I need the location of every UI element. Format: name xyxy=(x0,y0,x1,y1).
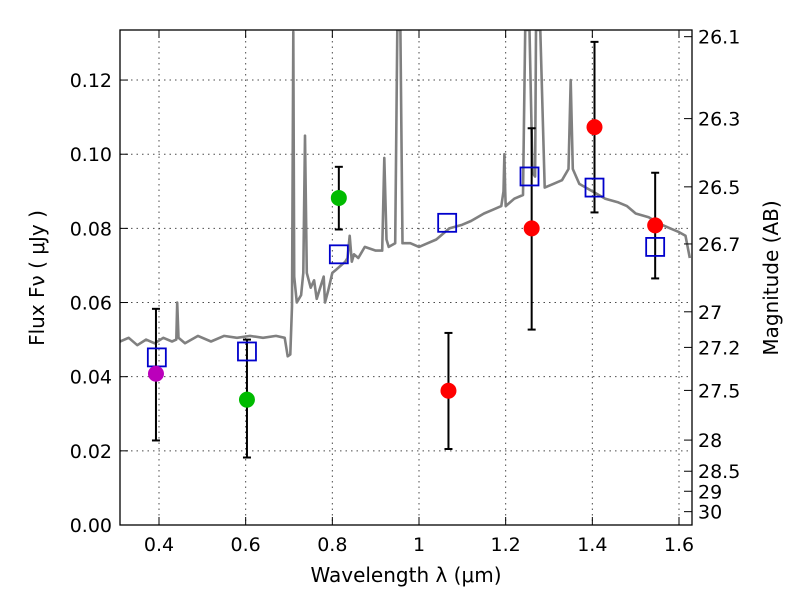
right-tick-label: 29 xyxy=(698,481,722,503)
y-axis-label: Flux Fν ( μJy ) xyxy=(25,210,49,346)
observed-point xyxy=(647,217,664,234)
y-tick-label: 0.06 xyxy=(70,293,112,315)
model-square-marker xyxy=(437,212,458,233)
model-square-marker xyxy=(584,177,605,198)
plot-frame xyxy=(119,29,693,526)
right-tick-label: 26.1 xyxy=(698,27,740,49)
right-tick-label: 27.5 xyxy=(698,380,740,402)
y-tick-label: 0.00 xyxy=(70,515,112,537)
right-tick-label: 28.5 xyxy=(698,461,740,483)
observed-point xyxy=(586,119,603,136)
x-tick-label: 0.8 xyxy=(317,534,347,556)
y-tick-label: 0.10 xyxy=(70,144,112,166)
right-tick-label: 27.2 xyxy=(698,337,740,359)
observed-point xyxy=(440,382,457,399)
y-tick-label: 0.04 xyxy=(70,367,112,389)
observed-points xyxy=(147,119,664,408)
x-axis-label: Wavelength λ (μm) xyxy=(310,563,501,587)
right-tick-label: 26.7 xyxy=(698,234,740,256)
right-tick-label: 30 xyxy=(698,502,722,524)
model-square-marker xyxy=(519,166,540,187)
right-tick-label: 26.5 xyxy=(698,177,740,199)
model-square-marker xyxy=(328,244,349,265)
observed-point xyxy=(330,189,347,206)
model-square-marker xyxy=(237,341,257,362)
x-axis-ticks: 0.4 0.6 0.8 1 1.2 1.4 1.6 xyxy=(144,30,694,556)
y-tick-label: 0.02 xyxy=(70,441,112,463)
observed-point xyxy=(147,365,164,382)
spectrum-line xyxy=(120,30,692,358)
right-tick-label: 28 xyxy=(698,430,722,452)
observed-point xyxy=(523,220,540,237)
right-axis-label: Magnitude (AB) xyxy=(759,200,783,355)
y-tick-label: 0.08 xyxy=(70,218,112,240)
x-tick-label: 1.4 xyxy=(577,534,607,556)
model-square-marker xyxy=(645,237,666,257)
y-tick-label: 0.12 xyxy=(70,70,112,92)
x-tick-label: 1.6 xyxy=(664,534,694,556)
grid-lines xyxy=(120,30,692,526)
model-spectrum xyxy=(120,30,692,358)
y-axis-ticks: 0.00 0.02 0.04 0.06 0.08 0.10 0.12 xyxy=(70,70,128,537)
x-tick-label: 0.6 xyxy=(231,534,261,556)
error-bars xyxy=(151,40,660,459)
x-tick-label: 1 xyxy=(413,534,425,556)
x-tick-label: 1.2 xyxy=(491,534,521,556)
right-tick-label: 27 xyxy=(698,302,722,324)
x-tick-label: 0.4 xyxy=(144,534,174,556)
observed-point xyxy=(238,391,255,408)
right-tick-label: 26.3 xyxy=(698,109,740,131)
